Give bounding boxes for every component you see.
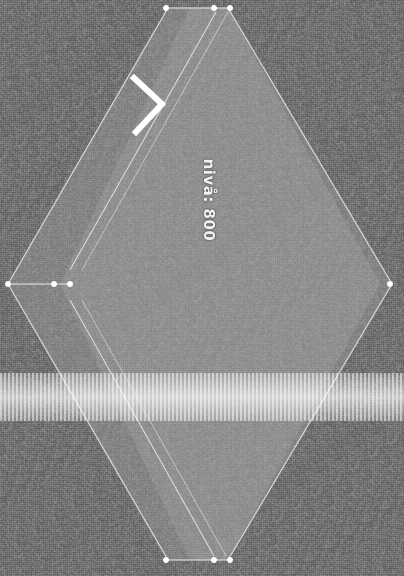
resize-handle-left[interactable] [5, 281, 11, 287]
resize-handle-top-left[interactable] [163, 5, 169, 11]
resize-handle-top-right[interactable] [227, 5, 233, 11]
resize-handle-left-inner-1[interactable] [51, 281, 57, 287]
resize-handle-top-mid[interactable] [211, 5, 217, 11]
resize-handle-right[interactable] [387, 281, 393, 287]
resize-handle-bottom-right[interactable] [227, 557, 233, 563]
chevron-left-icon[interactable] [129, 73, 167, 137]
guide-line [81, 11, 229, 271]
resize-handle-bottom-mid[interactable] [211, 557, 217, 563]
guide-line [69, 11, 217, 271]
guide-line [69, 299, 215, 557]
resize-handle-left-inner-2[interactable] [67, 281, 73, 287]
brightness-label: nivå: 800 [200, 158, 218, 242]
guide-line [81, 299, 227, 557]
diamond-inner [60, 8, 380, 560]
resize-handle-bottom-left[interactable] [163, 557, 169, 563]
